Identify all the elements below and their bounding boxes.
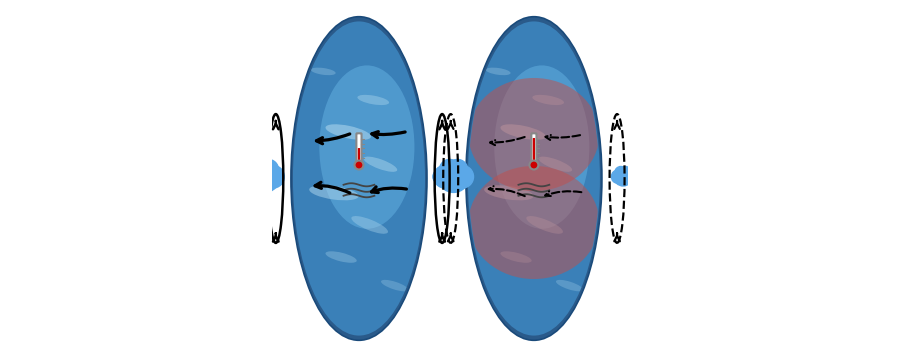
Ellipse shape [500,251,532,263]
Ellipse shape [326,251,356,263]
Ellipse shape [556,280,583,291]
Circle shape [434,165,456,188]
Circle shape [451,165,473,188]
Ellipse shape [532,95,564,105]
Ellipse shape [494,65,590,229]
Circle shape [436,166,448,178]
FancyBboxPatch shape [356,133,362,164]
Circle shape [248,161,280,192]
FancyArrowPatch shape [489,186,525,196]
FancyBboxPatch shape [533,138,535,162]
Circle shape [615,166,627,178]
Ellipse shape [468,21,600,336]
Ellipse shape [310,185,359,200]
Circle shape [245,165,267,188]
FancyArrowPatch shape [545,135,580,140]
Ellipse shape [469,166,599,279]
Ellipse shape [292,21,425,336]
Ellipse shape [357,95,389,105]
Circle shape [611,170,625,183]
Circle shape [250,160,271,180]
Ellipse shape [468,21,600,336]
Circle shape [436,167,454,186]
Circle shape [433,170,446,183]
Ellipse shape [326,124,371,140]
Ellipse shape [484,185,534,200]
Circle shape [262,165,284,188]
Ellipse shape [364,157,397,172]
Ellipse shape [469,78,599,191]
Circle shape [447,160,468,180]
Circle shape [438,161,469,192]
Ellipse shape [526,216,562,234]
Ellipse shape [310,67,336,75]
FancyArrowPatch shape [315,182,350,193]
Ellipse shape [500,124,546,140]
FancyBboxPatch shape [358,148,360,162]
FancyArrowPatch shape [545,191,581,196]
Ellipse shape [292,21,425,336]
Ellipse shape [320,65,414,229]
Circle shape [258,160,278,180]
Circle shape [529,161,538,170]
FancyArrowPatch shape [491,137,525,145]
Circle shape [619,166,632,178]
Ellipse shape [291,17,427,340]
Ellipse shape [381,280,409,291]
Ellipse shape [538,157,572,172]
FancyArrowPatch shape [372,132,405,138]
Circle shape [439,160,460,180]
Ellipse shape [486,67,510,75]
Circle shape [441,166,453,178]
Ellipse shape [466,17,602,340]
FancyArrowPatch shape [317,134,350,144]
Circle shape [355,161,364,170]
Circle shape [614,167,633,186]
Circle shape [443,170,456,183]
Ellipse shape [351,216,388,234]
Circle shape [622,170,634,183]
FancyArrowPatch shape [372,187,407,192]
FancyBboxPatch shape [531,133,536,164]
